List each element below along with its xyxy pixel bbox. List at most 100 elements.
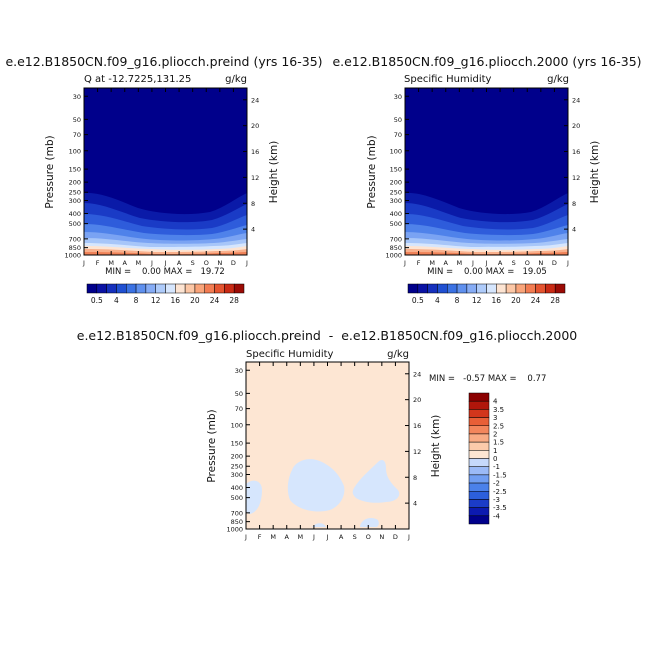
colorbar-swatch xyxy=(96,283,107,294)
level-band xyxy=(360,518,379,527)
min-max-label: MIN = -0.57 MAX = 0.77 xyxy=(429,374,546,384)
panel-title: e.e12.B1850CN.f09_g16.pliocch.preind - e… xyxy=(77,328,578,343)
y-tick-label: 300 xyxy=(69,197,81,205)
colorbar-swatch xyxy=(106,283,117,294)
x-tick-label: N xyxy=(379,533,384,541)
y-tick-label: 50 xyxy=(394,116,402,124)
colorbar-label: -3 xyxy=(493,496,500,504)
y-tick-label: 30 xyxy=(235,367,243,375)
x-tick-label: J xyxy=(150,259,153,267)
x-tick-label: S xyxy=(191,259,195,267)
y-tick-label: 850 xyxy=(390,244,402,252)
y-tick-label: 150 xyxy=(231,440,243,448)
colorbar-swatch xyxy=(224,283,235,294)
y-tick-label: 50 xyxy=(235,390,243,398)
colorbar-label: 16 xyxy=(492,296,502,305)
y-tick-label: 250 xyxy=(231,463,243,471)
colorbar-label: 28 xyxy=(229,296,239,305)
y-tick-label: 70 xyxy=(73,131,81,139)
y-tick-label: 200 xyxy=(231,453,243,461)
y-tick-label: 100 xyxy=(231,421,243,429)
x-tick-label: J xyxy=(407,533,410,541)
colorbar-swatch xyxy=(468,441,490,451)
panel-subtitle-left: Specific Humidity xyxy=(404,74,492,85)
x-tick-label: F xyxy=(96,259,100,267)
colorbar-swatch xyxy=(86,283,98,294)
y2-tick-label: 12 xyxy=(413,448,421,456)
colorbar-label: 24 xyxy=(210,296,220,305)
colorbar-label: -2.5 xyxy=(493,488,507,496)
x-tick-label: M xyxy=(108,259,114,267)
level-band xyxy=(352,460,400,503)
colorbar-swatch xyxy=(407,283,419,294)
panel-2000: e.e12.B1850CN.f09_g16.pliocch.2000 (yrs … xyxy=(332,54,641,305)
y-tick-label: 150 xyxy=(69,166,81,174)
colorbar-swatch xyxy=(116,283,127,294)
colorbar-swatch xyxy=(468,507,490,517)
colorbar-swatch xyxy=(447,283,458,294)
colorbar-label: 24 xyxy=(531,296,541,305)
colorbar-label: 0 xyxy=(493,455,497,463)
colorbar-swatch xyxy=(437,283,448,294)
colorbar-swatch xyxy=(126,283,137,294)
y-tick-label: 150 xyxy=(390,166,402,174)
colorbar-swatch xyxy=(165,283,176,294)
colorbar-label: 12 xyxy=(151,296,161,305)
panel-units: g/kg xyxy=(387,349,409,360)
colorbar-swatch xyxy=(468,466,490,476)
y2-tick-label: 12 xyxy=(251,174,259,182)
colorbar-swatch xyxy=(554,283,566,294)
x-tick-label: F xyxy=(417,259,421,267)
panel-difference: e.e12.B1850CN.f09_g16.pliocch.preind - e… xyxy=(77,328,578,541)
x-tick-label: J xyxy=(164,259,167,267)
y-tick-label: 850 xyxy=(231,518,243,526)
colorbar-label: 20 xyxy=(511,296,521,305)
colorbar-swatch xyxy=(145,283,156,294)
colorbar-swatch xyxy=(525,283,536,294)
x-tick-label: A xyxy=(444,259,449,267)
y2-tick-label: 20 xyxy=(251,122,259,130)
level-band xyxy=(246,480,262,514)
colorbar-swatch xyxy=(515,283,526,294)
x-tick-label: J xyxy=(244,533,247,541)
colorbar-label: 8 xyxy=(455,296,460,305)
y2-tick-label: 16 xyxy=(572,148,580,156)
colorbar-swatch xyxy=(468,450,490,459)
colorbar-label: -2 xyxy=(493,480,500,488)
y-tick-label: 200 xyxy=(390,179,402,187)
colorbar-swatch xyxy=(184,283,196,294)
colorbar-swatch xyxy=(545,283,556,294)
colorbar-label: -1 xyxy=(493,463,500,471)
colorbar-swatch xyxy=(468,400,490,410)
y-tick-label: 400 xyxy=(69,210,81,218)
x-tick-label: A xyxy=(498,259,503,267)
colorbar-label: -3.5 xyxy=(493,504,507,512)
y2-tick-label: 24 xyxy=(572,96,580,104)
colorbar: 0.5 4 8 12 16 20 24 28 xyxy=(86,283,245,305)
y-tick-label: 200 xyxy=(69,179,81,187)
y-tick-label: 300 xyxy=(231,471,243,479)
colorbar-swatch xyxy=(468,409,490,418)
y2-tick-label: 4 xyxy=(572,226,576,234)
y2-tick-label: 16 xyxy=(251,148,259,156)
colorbar-label: 20 xyxy=(190,296,200,305)
x-tick-label: J xyxy=(485,259,488,267)
x-tick-label: O xyxy=(525,259,530,267)
colorbar-swatch xyxy=(468,458,490,467)
colorbar-label: 4 xyxy=(435,296,440,305)
x-tick-label: D xyxy=(231,259,236,267)
level-band xyxy=(312,523,326,527)
colorbar-label: -4 xyxy=(493,512,501,520)
y2-tick-label: 16 xyxy=(413,422,421,430)
colorbar-swatch xyxy=(476,283,487,294)
colorbar: 43.532.521.510-1-1.5-2-2.5-3-3.5-4 xyxy=(468,392,507,525)
colorbar-label: 16 xyxy=(171,296,181,305)
x-tick-label: S xyxy=(353,533,357,541)
x-tick-label: M xyxy=(270,533,276,541)
y-tick-label: 250 xyxy=(69,189,81,197)
panel-units: g/kg xyxy=(547,74,569,85)
y-tick-label: 70 xyxy=(235,405,243,413)
y-tick-label: 500 xyxy=(390,220,402,228)
y-tick-label: 1000 xyxy=(64,252,81,260)
